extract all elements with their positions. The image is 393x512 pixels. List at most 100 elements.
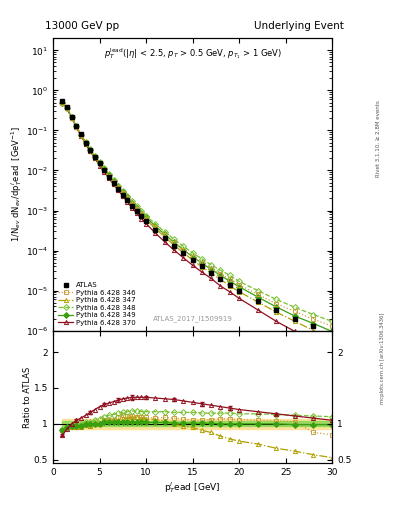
Pythia 6.428 346: [60, 99, 65, 105]
Pythia 6.428 346: [83, 140, 88, 146]
Pythia 6.428 347: [144, 217, 149, 223]
Pythia 6.428 348: [60, 99, 65, 105]
Pythia 6.428 347: [218, 276, 223, 283]
Pythia 6.428 348: [144, 212, 149, 219]
Pythia 6.428 370: [69, 115, 74, 121]
Line: Pythia 6.428 347: Pythia 6.428 347: [60, 100, 334, 341]
Pythia 6.428 346: [153, 224, 158, 230]
Pythia 6.428 349: [311, 321, 316, 327]
Text: 13000 GeV pp: 13000 GeV pp: [46, 20, 119, 31]
Pythia 6.428 346: [120, 189, 125, 196]
Pythia 6.428 347: [60, 99, 65, 105]
Pythia 6.428 370: [120, 193, 125, 199]
Pythia 6.428 348: [74, 123, 79, 129]
Pythia 6.428 348: [111, 177, 116, 183]
Pythia 6.428 349: [120, 189, 125, 195]
Line: Pythia 6.428 349: Pythia 6.428 349: [60, 100, 334, 333]
Pythia 6.428 370: [237, 295, 241, 302]
Pythia 6.428 349: [64, 105, 70, 111]
Pythia 6.428 347: [274, 309, 279, 315]
Pythia 6.428 348: [130, 198, 134, 204]
Pythia 6.428 346: [144, 216, 149, 222]
Pythia 6.428 346: [209, 266, 213, 272]
Pythia 6.428 349: [209, 266, 213, 272]
Pythia 6.428 346: [125, 196, 130, 202]
Pythia 6.428 349: [292, 313, 297, 319]
Pythia 6.428 348: [255, 287, 260, 293]
Pythia 6.428 348: [139, 208, 144, 214]
Pythia 6.428 349: [125, 194, 130, 200]
Pythia 6.428 348: [237, 278, 241, 284]
Pythia 6.428 348: [79, 132, 83, 138]
Pythia 6.428 346: [116, 184, 121, 190]
Pythia 6.428 370: [102, 169, 107, 175]
Pythia 6.428 349: [139, 209, 144, 216]
Pythia 6.428 346: [139, 211, 144, 217]
Pythia 6.428 349: [228, 278, 232, 284]
Pythia 6.428 346: [93, 154, 97, 160]
Pythia 6.428 348: [330, 318, 334, 325]
Pythia 6.428 370: [139, 216, 144, 222]
Pythia 6.428 370: [330, 344, 334, 350]
Pythia 6.428 370: [64, 105, 70, 112]
Pythia 6.428 349: [200, 260, 204, 266]
Line: Pythia 6.428 346: Pythia 6.428 346: [60, 100, 334, 328]
Pythia 6.428 348: [162, 229, 167, 235]
Pythia 6.428 370: [311, 336, 316, 343]
Pythia 6.428 348: [134, 203, 139, 209]
Pythia 6.428 347: [120, 190, 125, 196]
Pythia 6.428 348: [181, 243, 185, 249]
Pythia 6.428 348: [125, 193, 130, 199]
Pythia 6.428 348: [190, 250, 195, 256]
Pythia 6.428 348: [218, 267, 223, 273]
Pythia 6.428 348: [116, 182, 121, 188]
Pythia 6.428 370: [292, 328, 297, 334]
Pythia 6.428 349: [79, 132, 83, 138]
Pythia 6.428 370: [83, 141, 88, 147]
Pythia 6.428 349: [88, 146, 93, 153]
Pythia 6.428 347: [111, 179, 116, 185]
Pythia 6.428 370: [79, 133, 83, 139]
Pythia 6.428 349: [153, 223, 158, 229]
Pythia 6.428 346: [97, 160, 102, 166]
Pythia 6.428 346: [172, 240, 176, 246]
Pythia 6.428 370: [93, 155, 97, 161]
Pythia 6.428 348: [69, 114, 74, 120]
Pythia 6.428 348: [88, 146, 93, 152]
Pythia 6.428 346: [200, 260, 204, 266]
Pythia 6.428 370: [218, 283, 223, 289]
Pythia 6.428 347: [79, 132, 83, 138]
X-axis label: p$_T^{l}$ead [GeV]: p$_T^{l}$ead [GeV]: [164, 480, 221, 495]
Pythia 6.428 349: [190, 253, 195, 260]
Pythia 6.428 346: [64, 105, 70, 111]
Pythia 6.428 347: [130, 201, 134, 207]
Pythia 6.428 370: [97, 162, 102, 168]
Pythia 6.428 348: [102, 165, 107, 172]
Pythia 6.428 349: [69, 114, 74, 120]
Pythia 6.428 349: [218, 272, 223, 279]
Pythia 6.428 370: [200, 269, 204, 275]
Pythia 6.428 347: [181, 250, 185, 256]
Pythia 6.428 348: [93, 153, 97, 159]
Pythia 6.428 347: [97, 160, 102, 166]
Pythia 6.428 347: [139, 212, 144, 218]
Pythia 6.428 370: [134, 210, 139, 216]
Pythia 6.428 370: [181, 254, 185, 261]
Pythia 6.428 347: [93, 154, 97, 160]
Pythia 6.428 370: [125, 199, 130, 205]
Pythia 6.428 370: [116, 187, 121, 194]
Line: Pythia 6.428 370: Pythia 6.428 370: [60, 100, 334, 350]
Pythia 6.428 370: [74, 124, 79, 131]
Text: $p_T^{\rm lead}$(|$\eta$| < 2.5, $p_T$ > 0.5 GeV, $p_{T_1}$ > 1 GeV): $p_T^{\rm lead}$(|$\eta$| < 2.5, $p_T$ >…: [103, 46, 282, 60]
Text: ATLAS_2017_I1509919: ATLAS_2017_I1509919: [152, 315, 233, 322]
Pythia 6.428 346: [311, 316, 316, 323]
Pythia 6.428 347: [83, 140, 88, 146]
Pythia 6.428 347: [74, 123, 79, 130]
Pythia 6.428 346: [107, 173, 111, 179]
Pythia 6.428 348: [97, 159, 102, 165]
Pythia 6.428 349: [107, 172, 111, 178]
Pythia 6.428 348: [311, 312, 316, 318]
Pythia 6.428 349: [237, 284, 241, 290]
Pythia 6.428 370: [111, 181, 116, 187]
Text: Underlying Event: Underlying Event: [254, 20, 343, 31]
